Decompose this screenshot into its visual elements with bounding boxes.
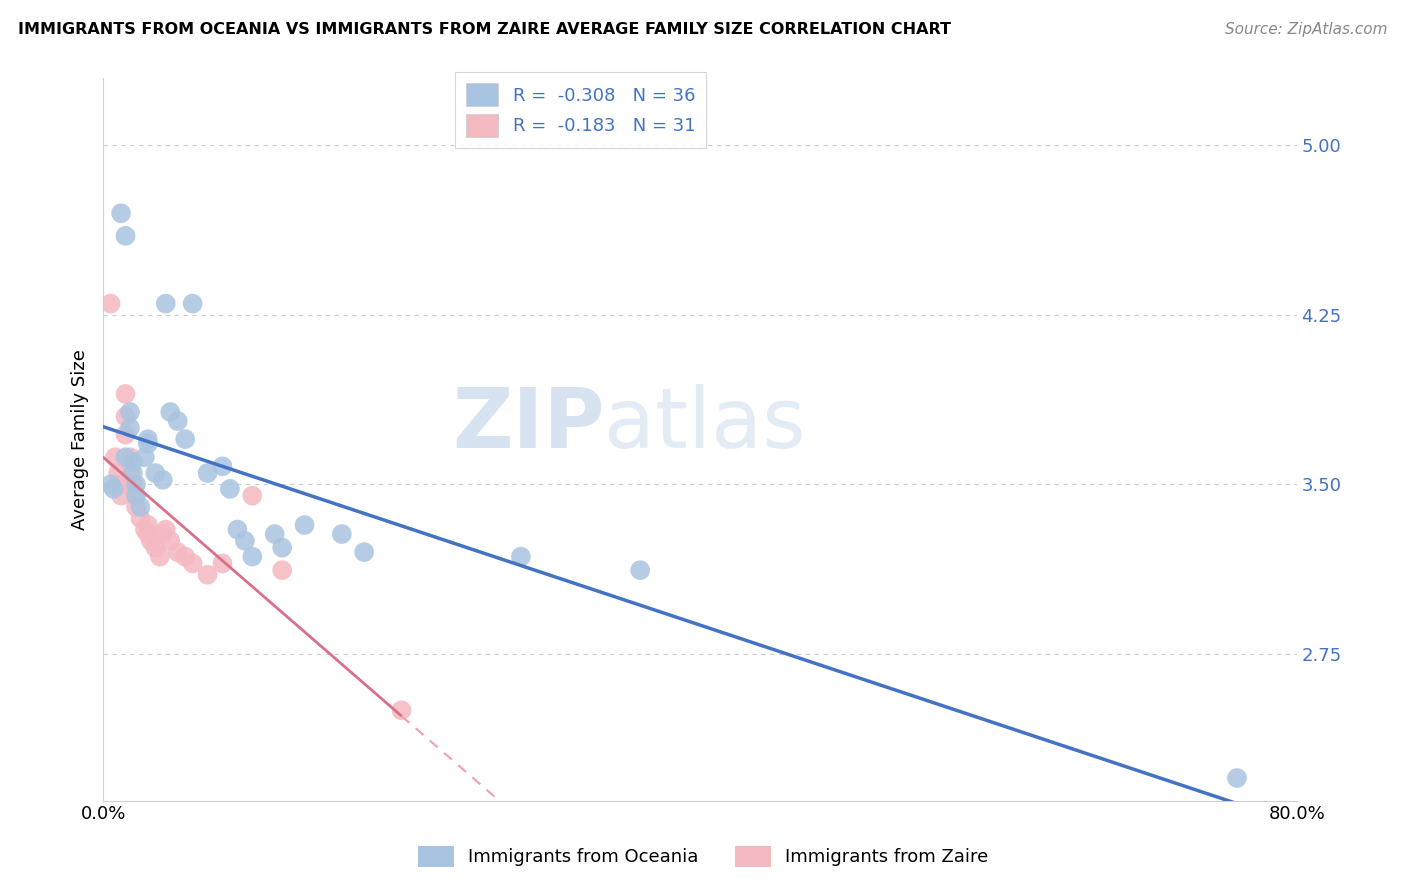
Point bbox=[181, 296, 204, 310]
Point bbox=[118, 450, 141, 465]
Point bbox=[155, 296, 177, 310]
Point bbox=[122, 455, 145, 469]
Point bbox=[114, 387, 136, 401]
Point bbox=[136, 518, 159, 533]
Point bbox=[122, 477, 145, 491]
Point bbox=[159, 405, 181, 419]
Point bbox=[125, 489, 148, 503]
Point bbox=[143, 541, 166, 555]
Point bbox=[104, 450, 127, 465]
Point bbox=[391, 703, 413, 717]
Point bbox=[118, 421, 141, 435]
Point bbox=[197, 466, 219, 480]
Y-axis label: Average Family Size: Average Family Size bbox=[72, 349, 89, 530]
Point bbox=[271, 563, 294, 577]
Point bbox=[134, 523, 156, 537]
Text: atlas: atlas bbox=[605, 384, 806, 466]
Point bbox=[129, 511, 152, 525]
Point bbox=[139, 533, 162, 548]
Point bbox=[125, 477, 148, 491]
Text: Source: ZipAtlas.com: Source: ZipAtlas.com bbox=[1225, 22, 1388, 37]
Legend: Immigrants from Oceania, Immigrants from Zaire: Immigrants from Oceania, Immigrants from… bbox=[411, 838, 995, 874]
Point bbox=[125, 489, 148, 503]
Point bbox=[110, 206, 132, 220]
Point bbox=[166, 545, 188, 559]
Point bbox=[122, 466, 145, 480]
Point bbox=[110, 477, 132, 491]
Point bbox=[149, 549, 172, 564]
Point bbox=[330, 527, 353, 541]
Point bbox=[211, 557, 233, 571]
Point bbox=[1226, 771, 1249, 785]
Point bbox=[240, 549, 263, 564]
Point bbox=[294, 518, 316, 533]
Point bbox=[118, 405, 141, 419]
Point bbox=[100, 296, 122, 310]
Point bbox=[136, 527, 159, 541]
Point bbox=[174, 549, 197, 564]
Point bbox=[166, 414, 188, 428]
Point bbox=[155, 523, 177, 537]
Point bbox=[114, 228, 136, 243]
Point bbox=[628, 563, 651, 577]
Point bbox=[136, 436, 159, 450]
Point bbox=[240, 489, 263, 503]
Point bbox=[152, 527, 174, 541]
Point bbox=[152, 473, 174, 487]
Point bbox=[114, 409, 136, 424]
Point bbox=[110, 489, 132, 503]
Point bbox=[271, 541, 294, 555]
Point bbox=[263, 527, 285, 541]
Point bbox=[125, 500, 148, 514]
Point bbox=[197, 567, 219, 582]
Point bbox=[114, 450, 136, 465]
Point bbox=[103, 482, 125, 496]
Point bbox=[219, 482, 242, 496]
Point bbox=[353, 545, 375, 559]
Point bbox=[226, 523, 249, 537]
Point bbox=[129, 500, 152, 514]
Point bbox=[134, 450, 156, 465]
Point bbox=[114, 427, 136, 442]
Text: ZIP: ZIP bbox=[451, 384, 605, 466]
Text: IMMIGRANTS FROM OCEANIA VS IMMIGRANTS FROM ZAIRE AVERAGE FAMILY SIZE CORRELATION: IMMIGRANTS FROM OCEANIA VS IMMIGRANTS FR… bbox=[18, 22, 952, 37]
Legend: R =  -0.308   N = 36, R =  -0.183   N = 31: R = -0.308 N = 36, R = -0.183 N = 31 bbox=[456, 72, 706, 147]
Point bbox=[100, 477, 122, 491]
Point bbox=[509, 549, 531, 564]
Point bbox=[159, 533, 181, 548]
Point bbox=[143, 466, 166, 480]
Point bbox=[211, 459, 233, 474]
Point bbox=[233, 533, 256, 548]
Point bbox=[118, 466, 141, 480]
Point bbox=[181, 557, 204, 571]
Point bbox=[174, 432, 197, 446]
Point bbox=[136, 432, 159, 446]
Point bbox=[107, 466, 129, 480]
